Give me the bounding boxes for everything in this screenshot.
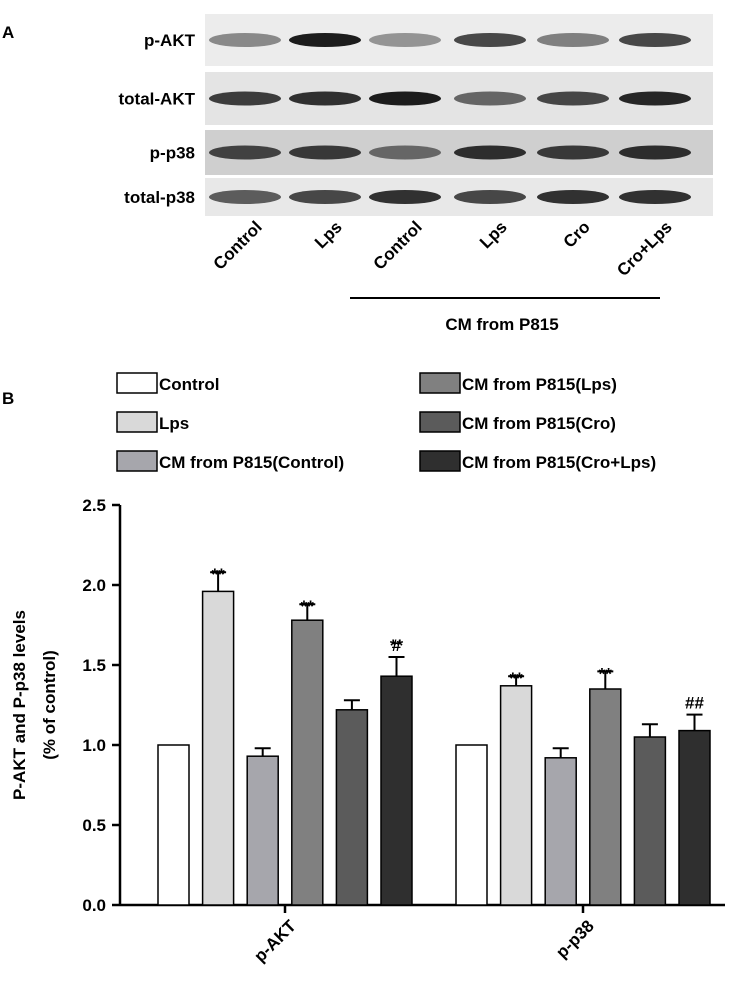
blot-band — [209, 145, 281, 160]
significance-label: ** — [211, 565, 225, 584]
blot-band — [289, 190, 361, 204]
significance-label: ** — [509, 669, 523, 688]
blot-band — [369, 145, 441, 160]
legend-swatch — [116, 372, 158, 394]
legend-label: CM from P815(Cro+Lps) — [462, 453, 656, 472]
bar — [335, 709, 369, 906]
legend-swatch — [116, 450, 158, 472]
bar — [499, 685, 533, 906]
blot-band — [454, 91, 526, 106]
bar — [291, 619, 324, 906]
bar — [455, 744, 488, 906]
blot-band — [537, 33, 609, 47]
bar — [157, 744, 190, 906]
bar — [544, 757, 577, 906]
lane-label: Cro — [560, 217, 594, 251]
bar — [633, 736, 667, 906]
y-tick-label: 1.0 — [82, 736, 106, 755]
bar — [246, 755, 279, 906]
blot-band — [454, 190, 526, 204]
significance-label: # — [392, 636, 402, 655]
row-label: p-p38 — [150, 144, 195, 163]
y-tick-label: 0.0 — [82, 896, 106, 915]
y-axis-label: P-AKT and P-p38 levels — [10, 610, 29, 800]
blot-band — [537, 91, 609, 106]
blot-band — [209, 33, 281, 47]
blot-band — [537, 190, 609, 204]
y-axis-label: (% of control) — [40, 650, 59, 760]
blot-band — [209, 190, 281, 204]
blot-band — [289, 145, 361, 160]
blot-band — [369, 91, 441, 106]
panel-label: B — [2, 389, 14, 408]
x-tick-label: p-AKT — [250, 916, 300, 966]
lane-label: Lps — [311, 217, 346, 252]
bar — [678, 729, 711, 906]
panel-label: A — [2, 23, 14, 42]
lane-label: Cro+Lps — [613, 217, 676, 280]
row-label: p-AKT — [144, 31, 196, 50]
lane-label: Control — [370, 217, 426, 273]
y-tick-label: 0.5 — [82, 816, 106, 835]
bar — [589, 688, 622, 906]
bar — [380, 675, 413, 906]
x-tick-label: p-p38 — [552, 916, 597, 961]
legend-swatch — [419, 411, 461, 433]
significance-label: ## — [685, 694, 704, 713]
blot-band — [289, 91, 361, 106]
legend-label: CM from P815(Lps) — [462, 375, 617, 394]
significance-label: ** — [599, 664, 613, 683]
row-label: total-p38 — [124, 188, 195, 207]
group-label: CM from P815 — [445, 315, 558, 334]
significance-label: ** — [390, 636, 404, 655]
blot-band — [619, 190, 691, 204]
blot-band — [619, 33, 691, 47]
blot-band — [619, 145, 691, 160]
legend-label: Control — [159, 375, 219, 394]
bar — [201, 590, 235, 906]
legend-label: Lps — [159, 414, 189, 433]
legend-label: CM from P815(Control) — [159, 453, 344, 472]
blot-band — [289, 33, 361, 47]
blot-band — [369, 33, 441, 47]
legend-swatch — [419, 372, 461, 394]
blot-band — [454, 145, 526, 160]
y-tick-label: 2.0 — [82, 576, 106, 595]
row-label: total-AKT — [119, 90, 196, 109]
blot-band — [454, 33, 526, 47]
y-tick-label: 1.5 — [82, 656, 106, 675]
blot-band — [619, 91, 691, 106]
legend-label: CM from P815(Cro) — [462, 414, 616, 433]
blot-band — [537, 145, 609, 160]
y-tick-label: 2.5 — [82, 496, 106, 515]
blot-band — [209, 91, 281, 106]
legend-swatch — [116, 411, 158, 433]
blot-band — [369, 190, 441, 204]
legend-swatch — [419, 450, 461, 472]
significance-label: ** — [301, 597, 315, 616]
lane-label: Lps — [476, 217, 511, 252]
lane-label: Control — [210, 217, 266, 273]
